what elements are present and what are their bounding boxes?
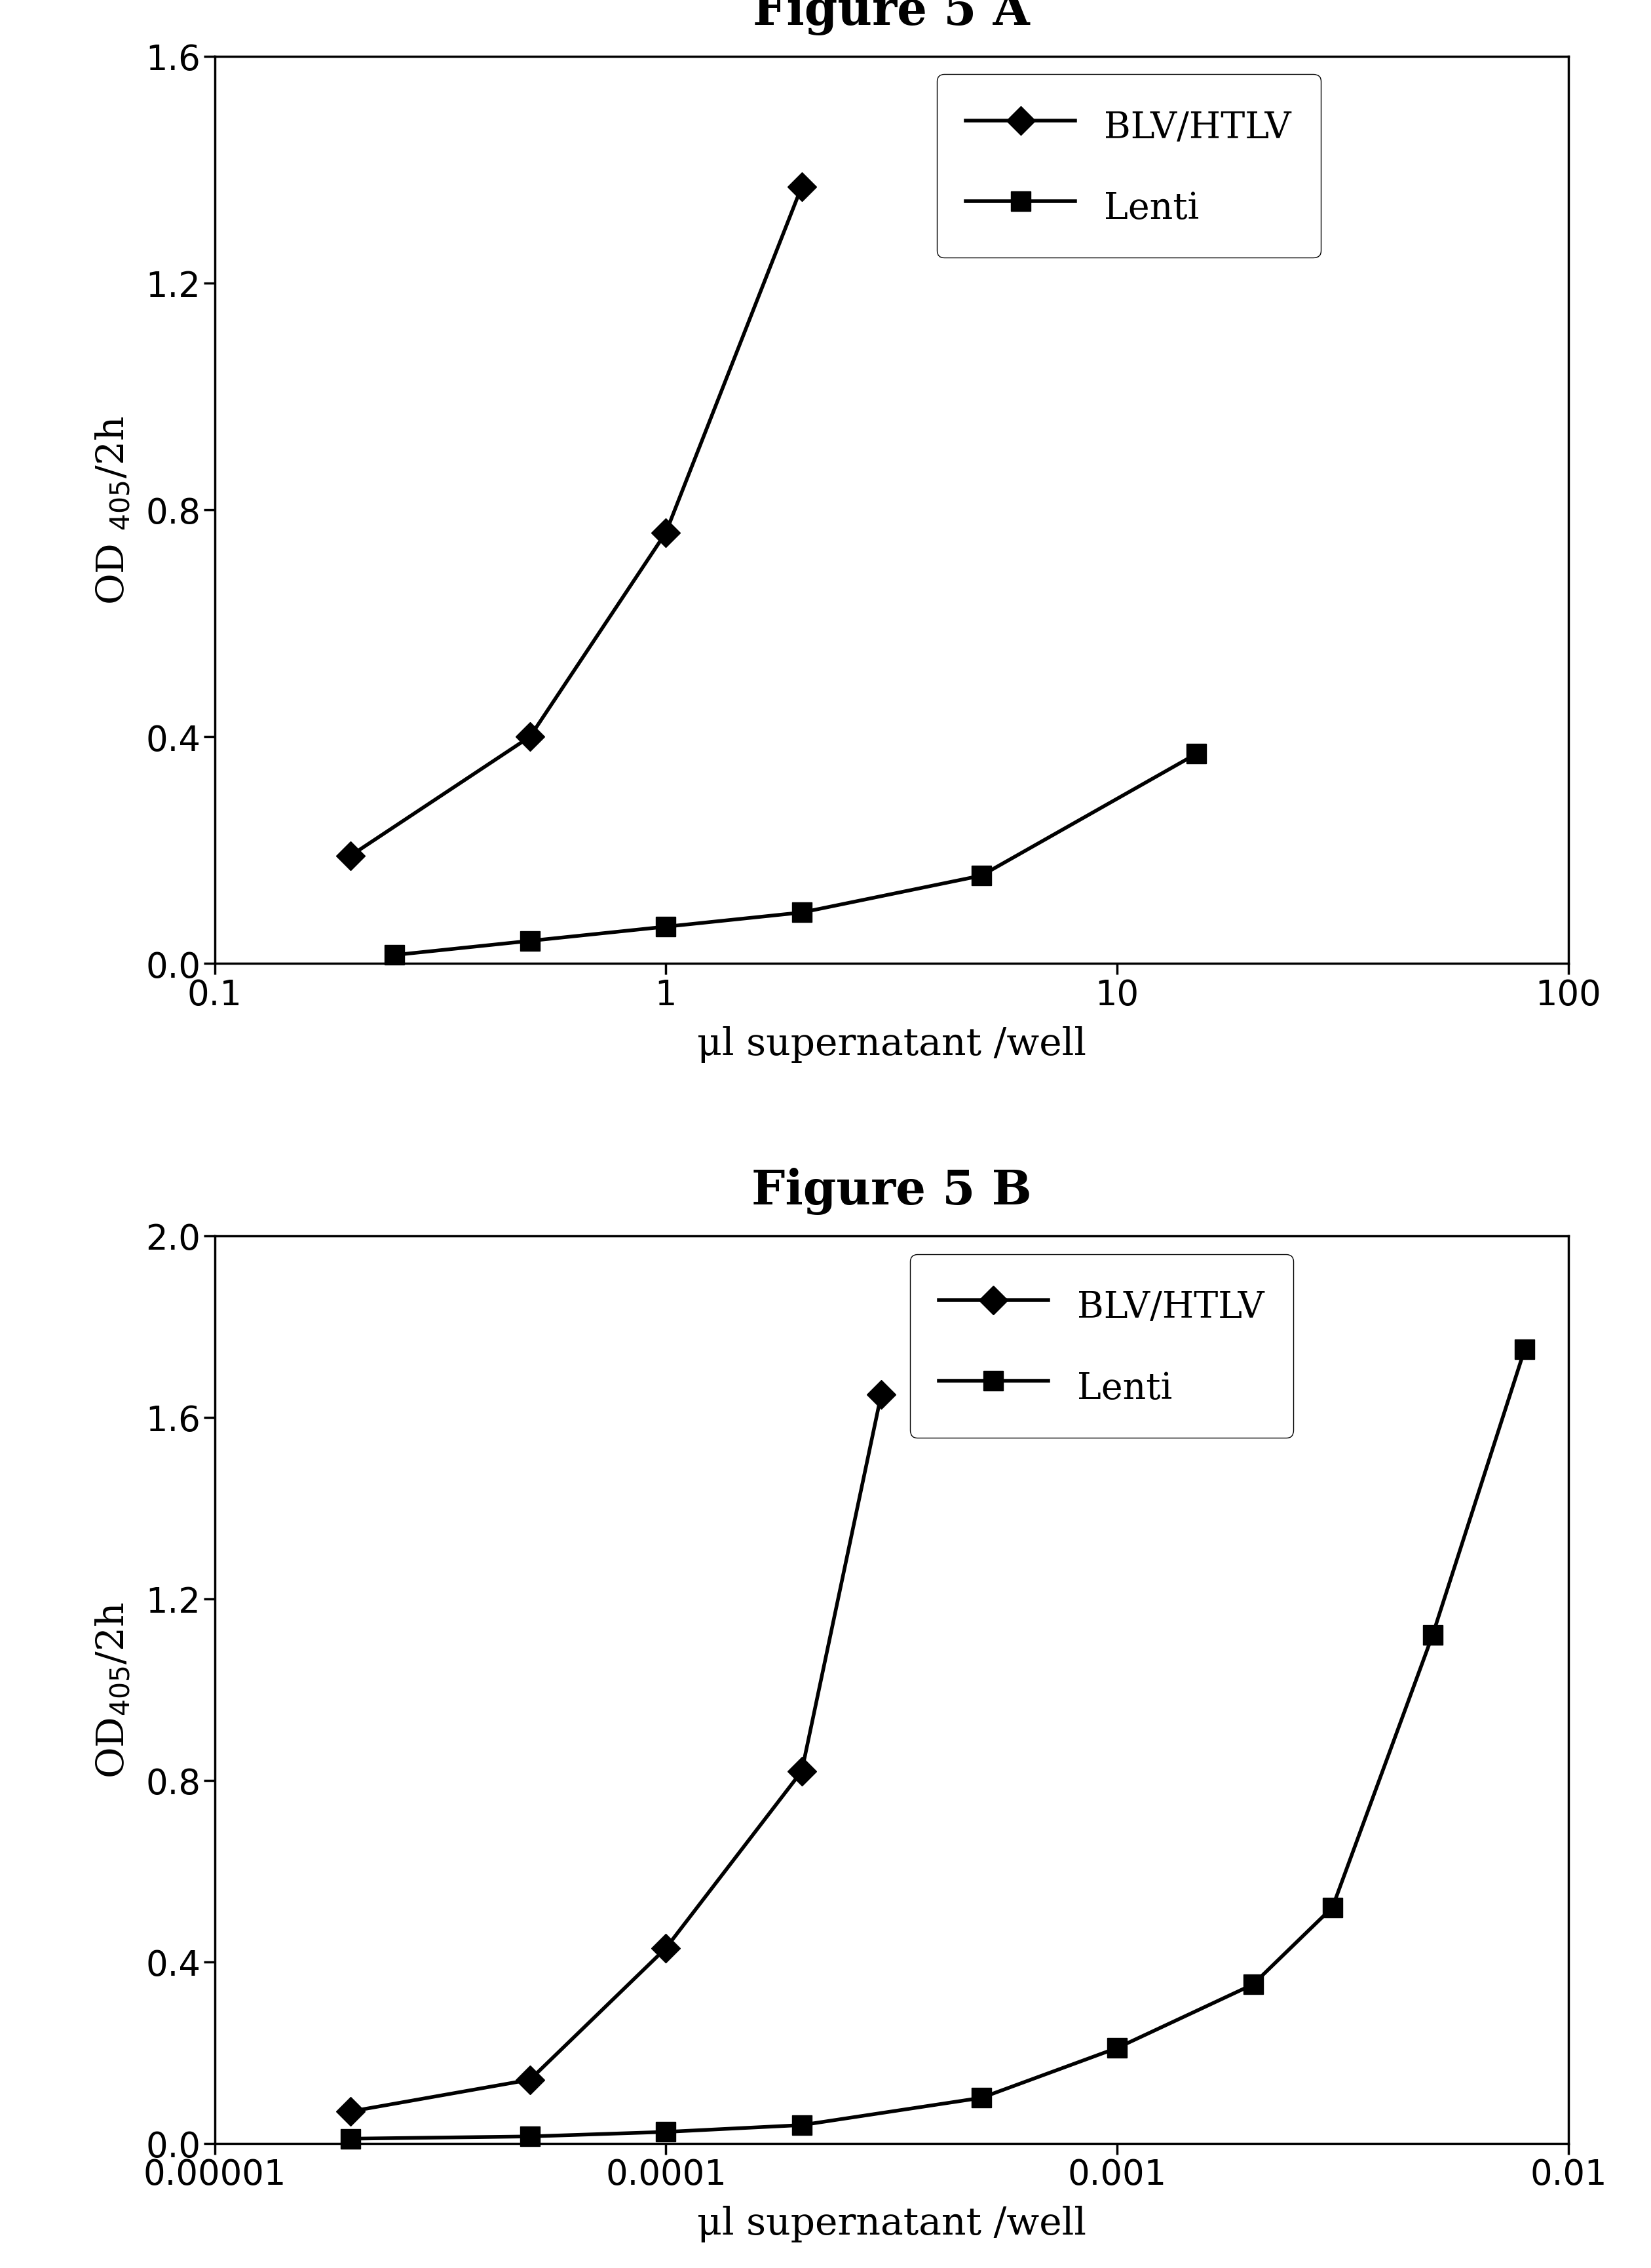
X-axis label: μl supernatant /well: μl supernatant /well <box>697 1025 1086 1061</box>
Legend: BLV/HTLV, Lenti: BLV/HTLV, Lenti <box>936 75 1321 259</box>
Lenti <box>1423 1622 1443 1649</box>
Lenti <box>1243 1971 1263 1998</box>
Line: BLV/HTLV: BLV/HTLV <box>340 177 812 866</box>
Legend: BLV/HTLV, Lenti: BLV/HTLV, Lenti <box>910 1254 1293 1438</box>
BLV/HTLV <box>655 519 675 547</box>
Line: BLV/HTLV: BLV/HTLV <box>340 1386 892 2121</box>
BLV/HTLV <box>340 841 360 869</box>
Lenti <box>520 928 540 955</box>
Lenti <box>1322 1894 1342 1921</box>
Lenti <box>971 2084 991 2112</box>
Line: Lenti: Lenti <box>340 1340 1535 2148</box>
Line: Lenti: Lenti <box>385 744 1207 966</box>
Title: Figure 5 A: Figure 5 A <box>753 0 1030 36</box>
Lenti <box>655 914 675 941</box>
BLV/HTLV <box>792 175 812 202</box>
Lenti <box>1187 742 1207 769</box>
X-axis label: μl supernatant /well: μl supernatant /well <box>697 2204 1086 2241</box>
BLV/HTLV <box>872 1381 892 1408</box>
Y-axis label: OD$_{405}$/2h: OD$_{405}$/2h <box>94 1601 132 1778</box>
BLV/HTLV <box>520 2066 540 2093</box>
Lenti <box>520 2123 540 2150</box>
Lenti <box>340 2125 360 2152</box>
Lenti <box>792 2112 812 2139</box>
BLV/HTLV <box>520 723 540 751</box>
Lenti <box>1516 1336 1535 1363</box>
BLV/HTLV <box>340 2098 360 2125</box>
Title: Figure 5 B: Figure 5 B <box>751 1168 1032 1216</box>
Y-axis label: OD $_{405}$/2h: OD $_{405}$/2h <box>94 415 132 606</box>
Lenti <box>971 862 991 889</box>
Lenti <box>792 900 812 928</box>
Lenti <box>385 941 404 968</box>
Lenti <box>655 2118 675 2146</box>
BLV/HTLV <box>792 1758 812 1785</box>
Lenti <box>1108 2034 1128 2062</box>
BLV/HTLV <box>655 1935 675 1962</box>
